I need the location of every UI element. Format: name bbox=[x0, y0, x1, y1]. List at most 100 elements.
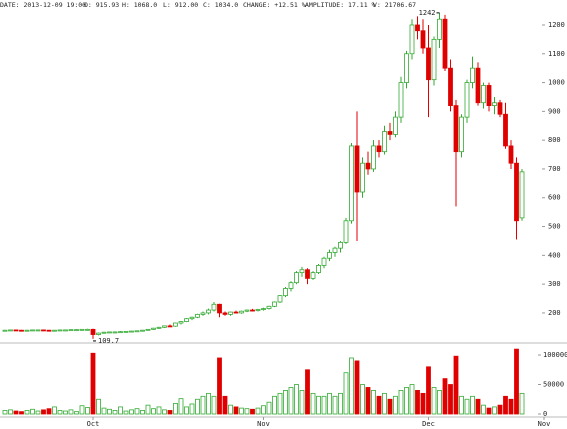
candle-body bbox=[118, 331, 123, 334]
candle-body bbox=[184, 318, 189, 322]
volume-bar bbox=[519, 392, 525, 415]
candle-body bbox=[503, 113, 508, 147]
candle-body bbox=[167, 325, 173, 328]
volume-bar bbox=[244, 408, 250, 415]
volume-bar bbox=[503, 395, 508, 415]
volume-bar bbox=[239, 407, 244, 415]
candle-body bbox=[30, 329, 35, 332]
y-tick-label: 1100 bbox=[548, 50, 565, 58]
candle-body bbox=[52, 329, 57, 332]
candle-body bbox=[35, 329, 41, 332]
candle-body bbox=[74, 329, 79, 332]
volume-bar bbox=[217, 357, 222, 415]
volume-bar bbox=[459, 395, 464, 415]
volume-bar bbox=[360, 384, 365, 415]
candle-body bbox=[277, 295, 283, 303]
candle-body bbox=[90, 328, 96, 335]
volume-bar bbox=[52, 406, 57, 415]
candle-body bbox=[8, 329, 13, 332]
volume-bar bbox=[79, 405, 85, 415]
y-tick-label: 1000 bbox=[548, 79, 565, 87]
volume-bar bbox=[35, 410, 41, 415]
candle-body bbox=[420, 30, 426, 49]
volume-bar bbox=[24, 410, 30, 415]
volume-bar bbox=[211, 395, 217, 415]
volume-bar bbox=[321, 395, 327, 415]
candle-body bbox=[200, 312, 206, 315]
candle-body bbox=[233, 311, 239, 314]
y-tick-label: 300 bbox=[548, 280, 561, 288]
candle-body bbox=[481, 85, 486, 104]
candle-body bbox=[217, 303, 222, 314]
candle-body bbox=[332, 247, 338, 253]
candle-body bbox=[470, 67, 475, 83]
candle-body bbox=[19, 329, 24, 332]
volume-bar bbox=[497, 404, 503, 415]
volume-bar bbox=[13, 410, 19, 415]
candle-body bbox=[343, 220, 349, 243]
candle-body bbox=[250, 309, 255, 312]
volume-bar bbox=[420, 392, 426, 415]
volume-bar bbox=[431, 387, 437, 415]
candle-body bbox=[514, 162, 519, 222]
volume-bar bbox=[294, 384, 299, 415]
candle-body bbox=[178, 321, 184, 324]
volume-bar bbox=[481, 404, 486, 415]
candle-body bbox=[13, 329, 19, 332]
header-date: DATE: 2013-12-09 19:00 bbox=[0, 1, 86, 9]
candle-body bbox=[464, 82, 470, 118]
volume-bar bbox=[299, 390, 305, 415]
volume-bar bbox=[162, 409, 167, 415]
candle-body bbox=[448, 67, 453, 107]
volume-bar bbox=[338, 392, 343, 415]
candle-body bbox=[189, 316, 195, 320]
candle-body bbox=[162, 325, 167, 328]
volume-bar bbox=[200, 395, 206, 415]
candle-body bbox=[486, 85, 492, 107]
volume-bar bbox=[354, 360, 360, 415]
volume-bar bbox=[167, 410, 173, 415]
candle-body bbox=[228, 311, 233, 315]
candle-body bbox=[107, 331, 112, 334]
candle-body bbox=[426, 47, 431, 81]
volume-bar bbox=[261, 405, 266, 415]
volume-bar bbox=[96, 398, 101, 415]
header-volume: V: 21706.67 bbox=[373, 1, 416, 9]
volume-bar bbox=[101, 407, 107, 415]
volume-bar bbox=[398, 390, 404, 415]
volume-bar bbox=[184, 406, 189, 415]
volume-bar bbox=[272, 395, 277, 415]
candle-body bbox=[24, 329, 30, 332]
volume-bar bbox=[178, 398, 184, 415]
volume-bar bbox=[107, 408, 112, 415]
candle-body bbox=[508, 145, 514, 164]
volume-bar bbox=[145, 404, 151, 415]
volume-bar bbox=[189, 403, 195, 415]
volume-bar bbox=[332, 395, 338, 415]
volume-bar bbox=[74, 411, 79, 415]
candle-body bbox=[415, 24, 420, 32]
volume-bar bbox=[316, 395, 321, 415]
volume-bar bbox=[486, 407, 492, 415]
volume-bar bbox=[277, 392, 283, 415]
volume-bar bbox=[448, 384, 453, 415]
volume-bar bbox=[112, 410, 118, 415]
y-tick-label: 600 bbox=[548, 194, 561, 202]
candle-body bbox=[134, 330, 140, 333]
volume-bar bbox=[2, 410, 8, 415]
y-tick-label: 1200 bbox=[548, 21, 565, 29]
candle-body bbox=[63, 329, 68, 332]
volume-bar bbox=[206, 392, 211, 415]
volume-bar bbox=[129, 409, 134, 415]
y-tick-label: 900 bbox=[548, 107, 561, 115]
candle-body bbox=[261, 308, 266, 311]
candle-body bbox=[365, 162, 371, 170]
candle-body bbox=[123, 330, 129, 333]
volume-bar bbox=[376, 395, 382, 415]
candle-body bbox=[393, 116, 398, 135]
candle-body bbox=[288, 282, 294, 289]
candle-body bbox=[360, 162, 365, 193]
high-label: 1242 bbox=[419, 9, 436, 17]
candle-body bbox=[151, 327, 156, 330]
